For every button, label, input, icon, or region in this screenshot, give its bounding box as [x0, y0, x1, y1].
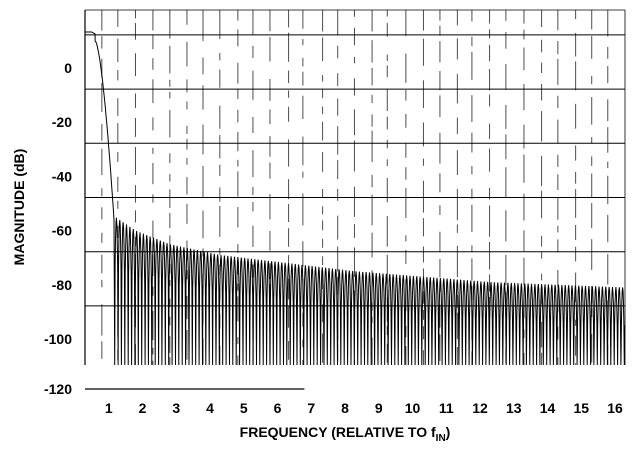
x-tick-label: 15	[573, 400, 589, 416]
x-axis-label: FREQUENCY (RELATIVE TO fIN)	[240, 424, 451, 444]
y-tick-label: -100	[44, 331, 72, 347]
label-layer: FREQUENCY (RELATIVE TO fIN) MAGNITUDE (d…	[11, 149, 450, 444]
x-tick-label: 10	[405, 400, 421, 416]
y-axis-label: MAGNITUDE (dB)	[11, 149, 27, 266]
response-curve	[85, 31, 626, 366]
y-tick-label: -60	[52, 223, 72, 239]
x-tick-label: 2	[139, 400, 147, 416]
x-tick-label: 13	[506, 400, 522, 416]
series-layer	[85, 31, 626, 366]
x-tick-label: 8	[341, 400, 349, 416]
x-tick-label: 1	[105, 400, 113, 416]
x-tick-label: 6	[274, 400, 282, 416]
x-tick-label: 7	[307, 400, 315, 416]
x-tick-label: 4	[206, 400, 214, 416]
y-tick-label: 0	[64, 60, 72, 76]
y-tick-label: -120	[44, 381, 72, 397]
x-tick-label: 14	[540, 400, 556, 416]
y-tick-label: -40	[52, 168, 72, 184]
x-axis-label-subscript: IN	[436, 433, 446, 444]
y-tick-label: -80	[52, 277, 72, 293]
x-tick-label: 16	[607, 400, 623, 416]
y-tick-label: -20	[52, 114, 72, 130]
x-tick-label: 3	[172, 400, 180, 416]
x-tick-label: 12	[472, 400, 488, 416]
x-tick-label: 11	[439, 400, 454, 416]
x-tick-label: 5	[240, 400, 248, 416]
x-tick-label: 9	[375, 400, 383, 416]
